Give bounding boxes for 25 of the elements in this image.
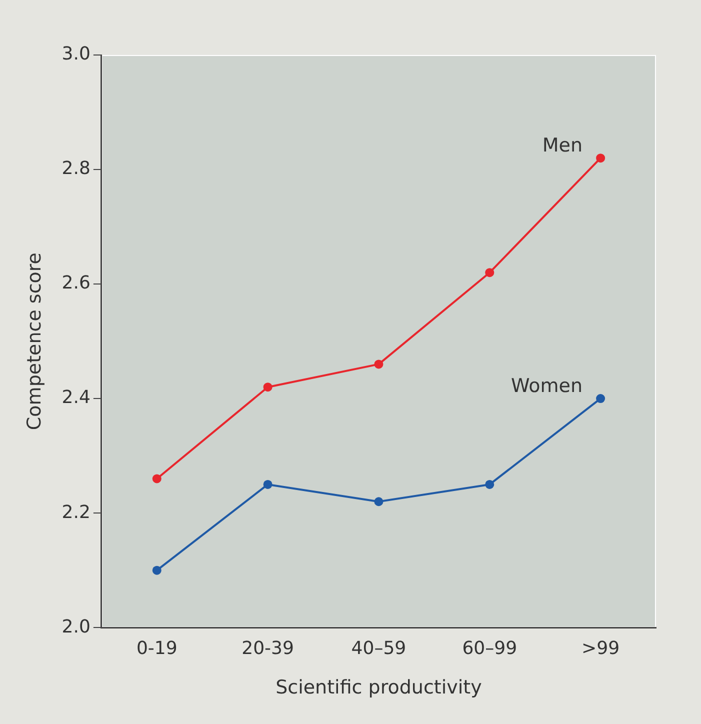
series-label: Women — [510, 374, 583, 397]
point — [485, 480, 494, 489]
x-tick-label: >99 — [582, 638, 620, 660]
point — [152, 566, 162, 575]
point — [374, 497, 384, 506]
y-tick-label: 2.0 — [62, 616, 90, 638]
x-tick-label: 60–99 — [462, 638, 518, 660]
x-tick-label: 0-19 — [136, 638, 178, 660]
x-axis-title: Scientific productivity — [276, 676, 482, 699]
point — [596, 154, 606, 163]
x-tick-label: 20-39 — [242, 638, 294, 660]
y-tick-label: 2.8 — [62, 158, 90, 180]
x-tick-label: 40–59 — [351, 638, 406, 660]
y-tick-label: 3.0 — [62, 44, 90, 65]
point — [374, 360, 384, 369]
y-tick-label: 2.4 — [62, 387, 90, 408]
series-label: Men — [542, 134, 583, 157]
point — [263, 480, 272, 489]
y-tick-label: 2.2 — [62, 502, 90, 523]
y-tick-label: 2.6 — [62, 272, 90, 294]
y-axis-title: Competence score — [23, 252, 46, 430]
point — [485, 268, 494, 278]
point — [152, 474, 162, 484]
point — [596, 394, 606, 404]
point — [263, 382, 272, 392]
